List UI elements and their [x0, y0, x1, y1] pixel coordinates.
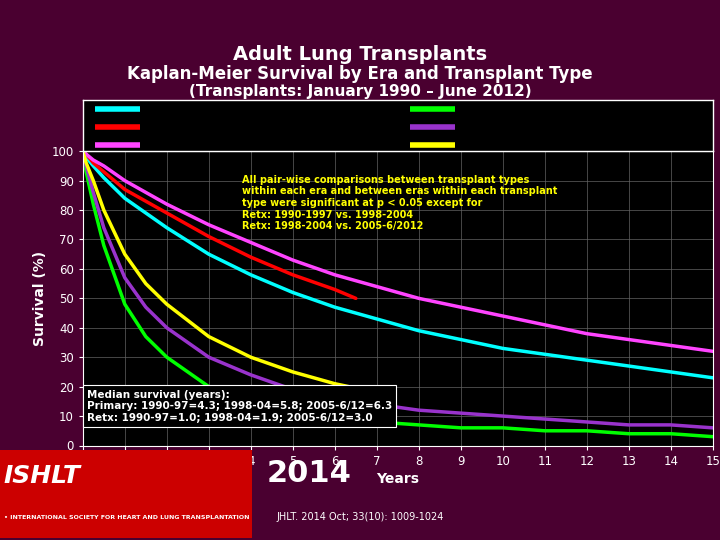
X-axis label: Years: Years [377, 472, 419, 485]
Text: 2014: 2014 [266, 460, 351, 488]
Text: JHLT. 2014 Oct; 33(10): 1009-1024: JHLT. 2014 Oct; 33(10): 1009-1024 [276, 512, 444, 522]
Text: Kaplan-Meier Survival by Era and Transplant Type: Kaplan-Meier Survival by Era and Transpl… [127, 65, 593, 83]
Text: • INTERNATIONAL SOCIETY FOR HEART AND LUNG TRANSPLANTATION: • INTERNATIONAL SOCIETY FOR HEART AND LU… [4, 515, 249, 519]
Text: (Transplants: January 1990 – June 2012): (Transplants: January 1990 – June 2012) [189, 84, 531, 99]
Text: All pair-wise comparisons between transplant types
within each era and between e: All pair-wise comparisons between transp… [243, 175, 558, 231]
Text: ISHLT: ISHLT [4, 464, 81, 488]
Text: Median survival (years):
Primary: 1990-97=4.3; 1998-04=5.8; 2005-6/12=6.3
Retx: : Median survival (years): Primary: 1990-9… [87, 389, 392, 423]
FancyBboxPatch shape [0, 450, 252, 538]
Text: Adult Lung Transplants: Adult Lung Transplants [233, 44, 487, 64]
Y-axis label: Survival (%): Survival (%) [33, 251, 48, 346]
